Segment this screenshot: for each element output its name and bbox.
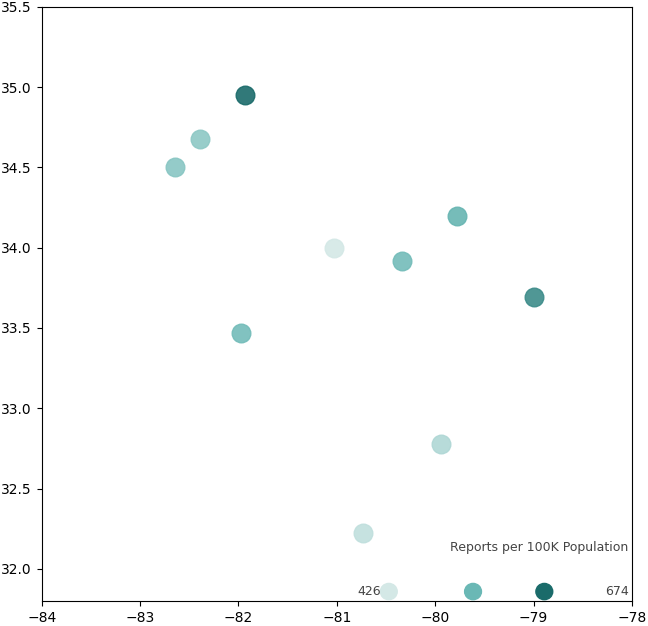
Point bbox=[195, 133, 205, 143]
Text: 426: 426 bbox=[358, 585, 381, 598]
Text: Reports per 100K Population: Reports per 100K Population bbox=[450, 541, 629, 554]
Text: 674: 674 bbox=[605, 585, 629, 598]
Point bbox=[237, 328, 247, 338]
Point bbox=[358, 528, 369, 538]
Point bbox=[240, 90, 251, 100]
Point bbox=[452, 210, 462, 220]
Point bbox=[169, 162, 179, 172]
Point bbox=[397, 255, 407, 265]
Point bbox=[528, 292, 538, 302]
Point bbox=[436, 439, 446, 449]
Point bbox=[329, 243, 339, 253]
